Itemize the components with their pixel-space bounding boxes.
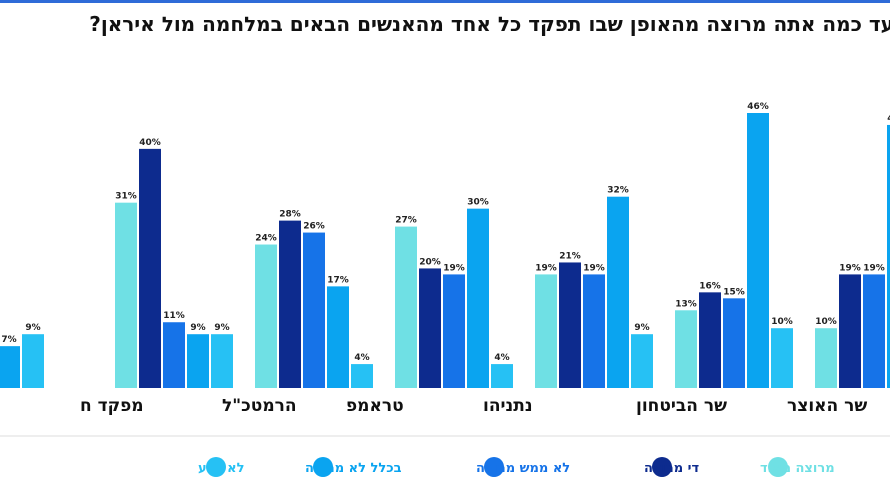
bar — [351, 364, 373, 388]
bar-value-label: 26% — [303, 222, 325, 232]
bar — [0, 346, 20, 388]
bar-value-label: 16% — [699, 281, 721, 291]
bar-value-label: 9% — [25, 323, 40, 333]
legend-swatch — [313, 457, 333, 477]
bar-value-label: 4% — [354, 353, 369, 363]
bar-value-label: 31% — [115, 192, 137, 202]
bar-value-label: 30% — [467, 198, 489, 208]
bar-value-label: 20% — [419, 257, 441, 267]
bar — [607, 196, 629, 388]
bar-value-label: 44% — [887, 114, 890, 124]
legend-swatch — [652, 457, 672, 477]
bar — [583, 274, 605, 388]
bar — [491, 364, 513, 388]
bar-value-label: 17% — [327, 275, 349, 285]
bar — [771, 328, 793, 388]
bar-value-label: 15% — [723, 287, 745, 297]
legend-swatch — [768, 457, 788, 477]
bar-value-label: 46% — [747, 102, 769, 112]
bar-value-label: 19% — [863, 263, 885, 273]
bar — [211, 334, 233, 388]
bar-value-label: 10% — [771, 317, 793, 327]
bar — [839, 274, 861, 388]
bar-value-label: 19% — [535, 263, 557, 273]
bar — [395, 226, 417, 388]
bar-value-label: 32% — [607, 186, 629, 196]
bar — [419, 268, 441, 388]
legend-label: מרוצה מאוד — [760, 461, 835, 476]
bar-value-label: 9% — [214, 323, 229, 333]
bar-value-label: 19% — [839, 263, 861, 273]
bar — [863, 274, 885, 388]
category-label: טראמפ — [346, 396, 404, 416]
bar-value-label: 21% — [559, 251, 581, 261]
bar — [631, 334, 653, 388]
bar — [699, 292, 721, 388]
legend-label: לא יודע — [198, 461, 244, 476]
bar — [467, 208, 489, 388]
category-label: מפקד ח — [80, 396, 144, 416]
bar — [255, 244, 277, 388]
category-label: שר האוצר — [787, 396, 867, 416]
legend-swatch — [484, 457, 504, 477]
legend-label: בכלל לא מרוצה — [305, 461, 402, 476]
bar — [139, 148, 161, 388]
bar — [723, 298, 745, 388]
bar-value-label: 13% — [675, 299, 697, 309]
bar-value-label: 24% — [255, 234, 277, 244]
bars-layer: 26%7%7%9%31%40%11%9%9%24%28%26%17%4%27%2… — [0, 102, 890, 389]
legend: מרוצה מאוד די מרוצה לא ממש מרוצה בכלל לא מר… — [198, 457, 835, 477]
bar — [279, 220, 301, 388]
bar — [443, 274, 465, 388]
legend-label: די מרוצה — [644, 461, 699, 476]
bar-value-label: 28% — [279, 210, 301, 220]
legend-label: לא ממש מרוצה — [476, 461, 570, 476]
top-rule — [0, 0, 890, 3]
legend-swatch — [206, 457, 226, 477]
bar-value-label: 4% — [494, 353, 509, 363]
category-label: שר הביטחון — [636, 396, 727, 416]
bar — [815, 328, 837, 388]
bar — [115, 202, 137, 388]
bar — [675, 310, 697, 388]
bar-value-label: 11% — [163, 311, 185, 321]
bar-value-label: 19% — [583, 263, 605, 273]
bar — [535, 274, 557, 388]
bar — [303, 232, 325, 388]
bar-value-label: 19% — [443, 263, 465, 273]
bar — [163, 322, 185, 388]
bar-value-label: 27% — [395, 216, 417, 226]
bar — [22, 334, 44, 388]
bar — [887, 124, 890, 389]
bar-value-label: 7% — [1, 335, 16, 345]
bar-value-label: 9% — [190, 323, 205, 333]
bar — [559, 262, 581, 388]
bar — [187, 334, 209, 388]
bar — [747, 113, 769, 388]
category-label: נתניהו — [483, 396, 533, 416]
bar-value-label: 40% — [139, 138, 161, 148]
chart-title: עד כמה אתה מרוצה מהאופן שבו תפקד כל אחד … — [89, 12, 890, 36]
category-labels: מפקד ח הרמטכ"ל טראמפ נתניהו שר הביטחון שר האו… — [80, 396, 867, 416]
bar-value-label: 9% — [634, 323, 649, 333]
bar — [327, 286, 349, 388]
category-label: הרמטכ"ל — [222, 396, 297, 416]
bar-value-label: 10% — [815, 317, 837, 327]
